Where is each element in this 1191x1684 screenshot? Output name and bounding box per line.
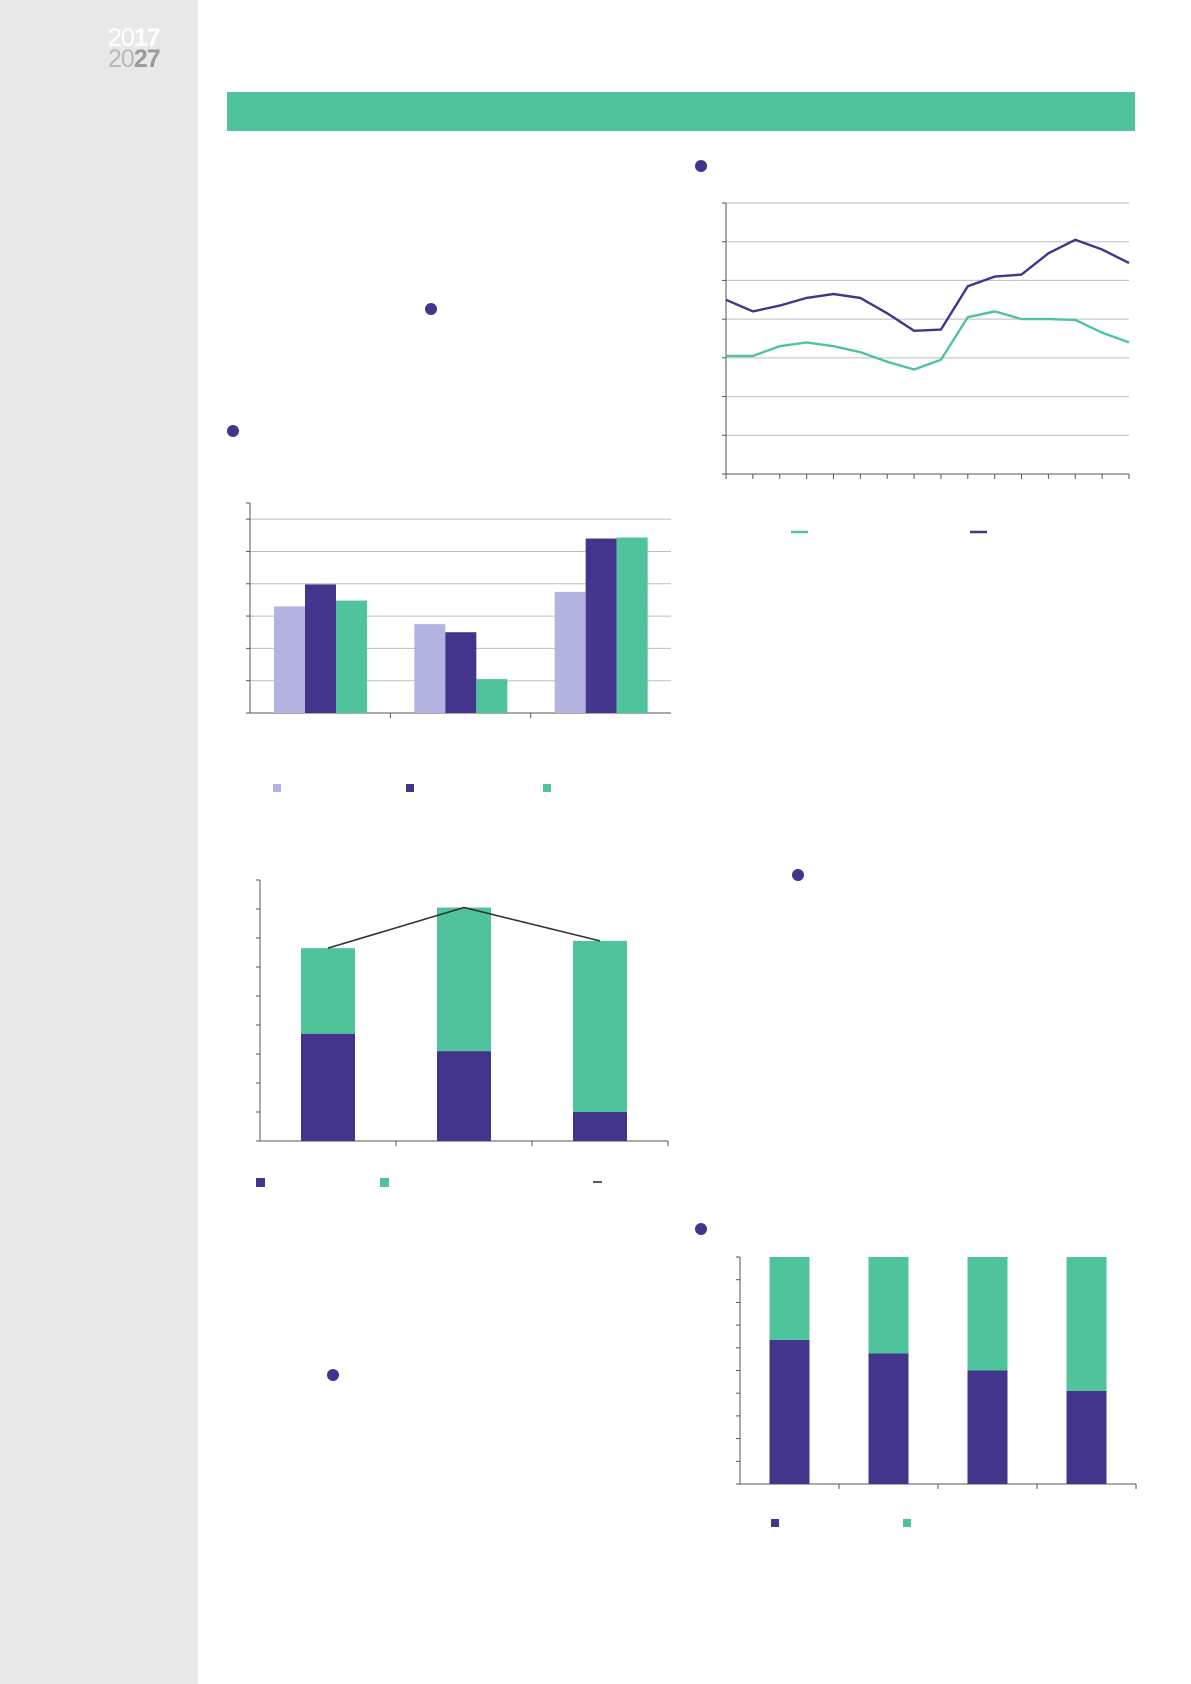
legend-swatch-3: [543, 784, 551, 792]
section-bullet: [327, 1369, 339, 1381]
percent-bar-segment-1: [769, 1339, 810, 1484]
section-bullet: [425, 303, 437, 315]
bar-series-3: [336, 600, 367, 713]
section-header-band: [227, 92, 1135, 131]
percent-bar-segment-1: [868, 1353, 909, 1484]
stacked-bar-segment-1: [573, 1112, 627, 1141]
section-bullet: [695, 1223, 707, 1235]
legend-swatch-1: [256, 1178, 265, 1187]
section-bullet: [695, 160, 707, 172]
left-sidebar: 2017 2027: [0, 0, 198, 1684]
legend-swatch-2: [380, 1178, 389, 1187]
bar-series-1: [414, 624, 446, 713]
logo-year-top: 2017: [108, 24, 161, 52]
percent-bar-segment-2: [967, 1257, 1008, 1371]
bar-series-1: [274, 606, 305, 713]
bar-series-2: [585, 538, 617, 713]
legend-swatch-1: [273, 784, 281, 792]
bar-series-3: [616, 537, 648, 713]
bar-series-2: [445, 632, 477, 713]
percent-bar-segment-2: [1066, 1257, 1107, 1391]
percent-bar-segment-2: [868, 1257, 909, 1354]
legend-swatch-2: [406, 784, 414, 792]
percent-bar-segment-2: [769, 1257, 810, 1340]
stacked-bar-segment-2: [437, 907, 491, 1052]
bar-series-2: [305, 584, 336, 713]
series-line-2: [725, 238, 1130, 333]
stacked-bar-segment-1: [301, 1033, 355, 1141]
stacked-bar-segment-1: [437, 1051, 491, 1141]
section-bullet: [227, 425, 239, 437]
bar-series-1: [554, 591, 586, 713]
logo-year-bottom: 2027: [108, 45, 161, 73]
percent-bar-segment-1: [1066, 1390, 1107, 1484]
legend-swatch-2: [903, 1519, 911, 1527]
percent-bar-segment-1: [967, 1370, 1008, 1484]
legend-swatch-1: [771, 1519, 779, 1527]
stacked-bar-segment-2: [573, 940, 627, 1112]
stacked-bar-segment-2: [301, 948, 355, 1034]
section-bullet: [792, 869, 804, 881]
year-logo: 2017 2027: [108, 26, 178, 72]
series-line-1: [726, 310, 1130, 371]
total-line: [327, 906, 601, 949]
bar-series-3: [476, 679, 508, 713]
